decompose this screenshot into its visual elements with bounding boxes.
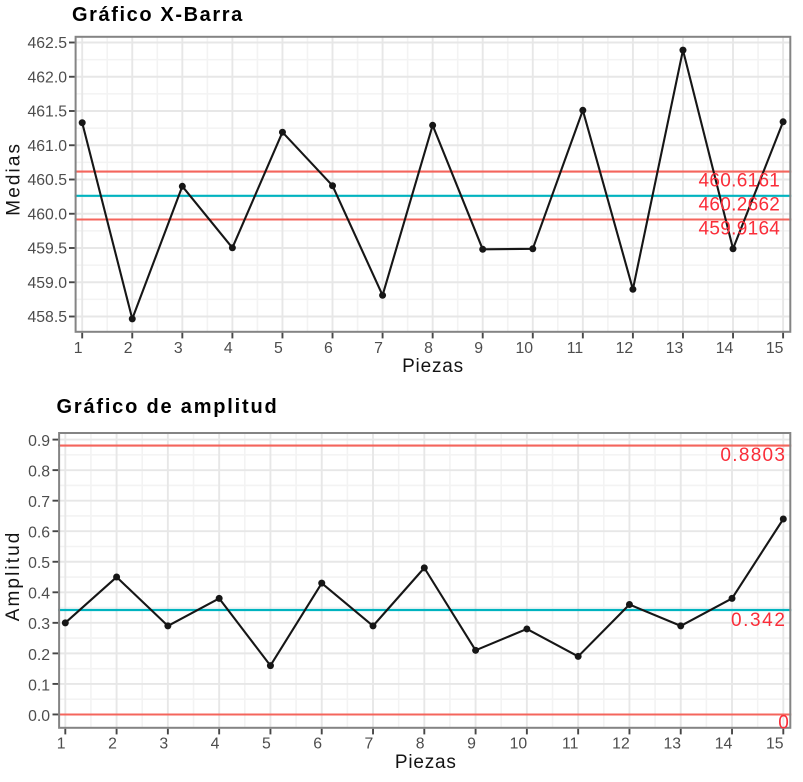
svg-text:13: 13 — [663, 736, 681, 753]
svg-text:4: 4 — [211, 736, 220, 753]
svg-text:0.3: 0.3 — [28, 616, 50, 633]
svg-text:0.6: 0.6 — [28, 525, 50, 542]
svg-text:6: 6 — [313, 736, 322, 753]
svg-text:0.9: 0.9 — [28, 433, 50, 450]
svg-text:0.8: 0.8 — [28, 464, 50, 481]
svg-text:459.5: 459.5 — [27, 241, 67, 258]
svg-text:15: 15 — [766, 340, 784, 357]
svg-text:6: 6 — [324, 340, 333, 357]
svg-text:10: 10 — [510, 736, 528, 753]
svg-text:Amplitud: Amplitud — [3, 531, 24, 622]
svg-text:14: 14 — [716, 340, 734, 357]
svg-text:12: 12 — [616, 340, 634, 357]
svg-text:0.8803: 0.8803 — [720, 445, 786, 466]
svg-text:459.0: 459.0 — [27, 275, 67, 292]
svg-text:11: 11 — [567, 340, 584, 357]
svg-text:2: 2 — [108, 736, 117, 753]
svg-text:1: 1 — [74, 340, 83, 357]
svg-text:0.342: 0.342 — [731, 610, 787, 631]
svg-text:459.9164: 459.9164 — [699, 219, 781, 240]
svg-text:3: 3 — [174, 340, 183, 357]
svg-text:460.0: 460.0 — [27, 206, 67, 223]
svg-text:462.0: 462.0 — [27, 69, 67, 86]
svg-text:4: 4 — [224, 340, 233, 357]
svg-text:0.1: 0.1 — [28, 677, 50, 694]
svg-text:8: 8 — [424, 340, 433, 357]
svg-text:Gráfico de amplitud: Gráfico de amplitud — [57, 396, 279, 418]
svg-text:Piezas: Piezas — [402, 356, 464, 377]
svg-text:13: 13 — [666, 340, 684, 357]
svg-text:461.5: 461.5 — [27, 104, 67, 121]
svg-text:2: 2 — [124, 340, 133, 357]
svg-text:460.5: 460.5 — [27, 172, 67, 189]
svg-text:460.6161: 460.6161 — [699, 170, 781, 191]
svg-text:12: 12 — [612, 736, 630, 753]
svg-text:0.7: 0.7 — [28, 494, 50, 511]
svg-text:10: 10 — [516, 340, 534, 357]
svg-text:8: 8 — [416, 736, 425, 753]
svg-text:Gráfico X-Barra: Gráfico X-Barra — [72, 4, 244, 26]
svg-text:14: 14 — [715, 736, 733, 753]
svg-text:3: 3 — [159, 736, 168, 753]
svg-text:461.0: 461.0 — [27, 138, 67, 155]
svg-text:7: 7 — [374, 340, 383, 357]
svg-text:0: 0 — [778, 712, 789, 733]
svg-text:0.5: 0.5 — [28, 555, 50, 572]
svg-text:0.0: 0.0 — [28, 708, 50, 725]
svg-text:0.2: 0.2 — [28, 647, 50, 664]
svg-text:462.5: 462.5 — [27, 35, 67, 52]
svg-text:11: 11 — [562, 736, 579, 753]
svg-text:9: 9 — [467, 736, 476, 753]
svg-text:5: 5 — [274, 340, 283, 357]
svg-text:460.2662: 460.2662 — [699, 195, 781, 216]
svg-text:9: 9 — [474, 340, 483, 357]
svg-text:0.4: 0.4 — [28, 586, 50, 603]
svg-text:7: 7 — [365, 736, 374, 753]
svg-text:Piezas: Piezas — [395, 752, 457, 773]
svg-text:5: 5 — [262, 736, 271, 753]
svg-text:458.5: 458.5 — [27, 309, 67, 326]
svg-text:1: 1 — [57, 736, 66, 753]
svg-text:15: 15 — [766, 736, 784, 753]
svg-text:Medias: Medias — [3, 142, 24, 216]
